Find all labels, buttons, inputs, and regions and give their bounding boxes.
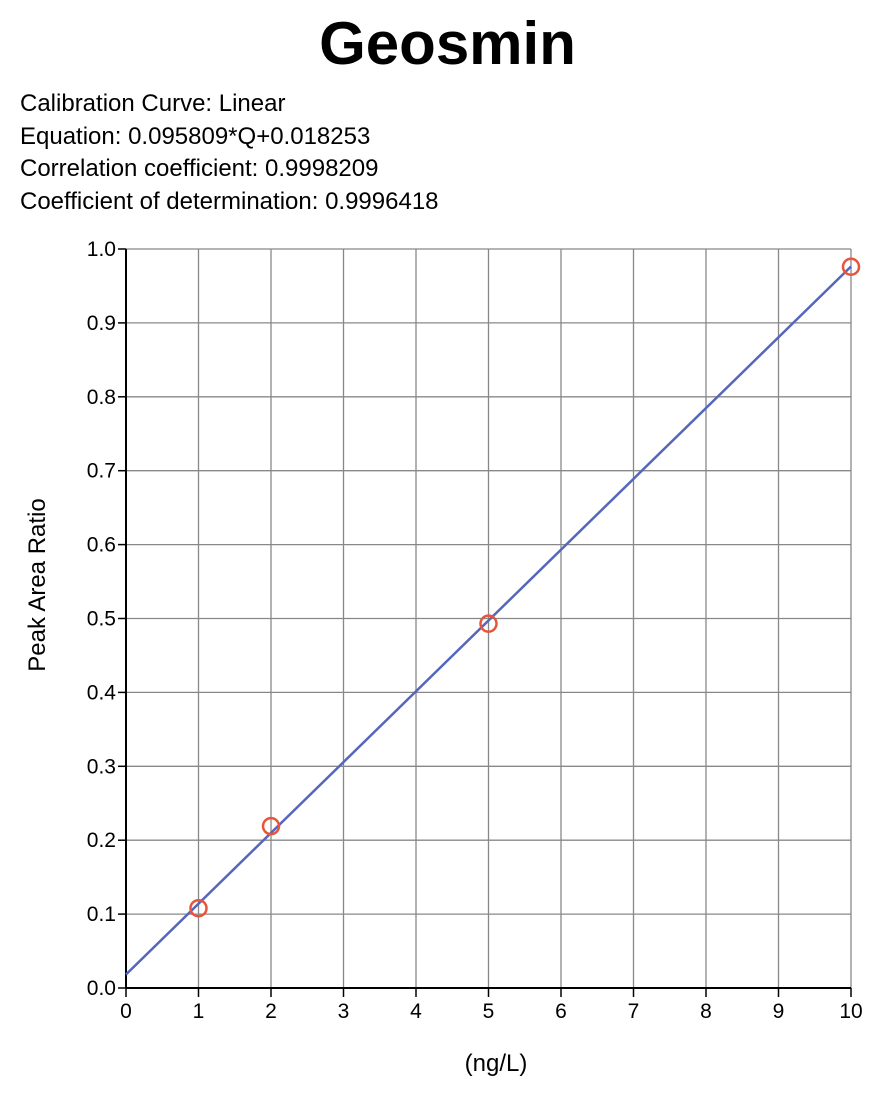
calibration-type-text: Calibration Curve: Linear <box>20 90 286 117</box>
fit-line-layer <box>125 265 852 976</box>
axis-layer <box>118 248 852 997</box>
data-point-marker <box>479 614 498 633</box>
data-point-layer <box>189 257 861 918</box>
chart-title: Geosmin <box>319 10 576 77</box>
y-tick-label: 0.7 <box>87 460 116 483</box>
y-tick-label: 0.0 <box>87 977 116 1000</box>
x-axis-label: (ng/L) <box>464 1050 528 1077</box>
y-tick-label: 0.4 <box>87 681 117 704</box>
y-axis-label: Peak Area Ratio <box>24 498 51 672</box>
correlation-coefficient-text: Correlation coefficient: 0.9998209 <box>20 155 379 182</box>
x-tick-label: 6 <box>555 1000 567 1023</box>
y-tick-label: 0.6 <box>87 534 116 557</box>
x-tick-label: 9 <box>773 1000 785 1023</box>
data-point-marker <box>261 816 281 836</box>
x-tick-label: 0 <box>120 1000 132 1023</box>
x-tick-label: 10 <box>839 1000 862 1023</box>
x-tick-label: 8 <box>700 1000 712 1023</box>
y-tick-label: 0.3 <box>87 755 116 778</box>
x-tick-label: 3 <box>338 1000 350 1023</box>
determination-coefficient-text: Coefficient of determination: 0.9996418 <box>20 187 439 215</box>
y-tick-label: 0.9 <box>87 312 116 335</box>
y-tick-label: 0.1 <box>87 903 116 926</box>
calibration-info: Calibration Curve: Linear Equation: 0.09… <box>20 88 439 218</box>
tick-label-layer: 0 1 2 3 4 5 6 7 8 9 10 0.0 0.1 0.2 0.3 0.4 0.5 0.6 0.7 0.8 0… <box>87 238 863 1023</box>
x-tick-label: 4 <box>410 1000 422 1023</box>
regression-line <box>125 265 852 976</box>
y-tick-label: 0.5 <box>87 608 116 631</box>
x-tick-label: 5 <box>483 1000 495 1023</box>
data-point-marker <box>189 898 208 918</box>
grid-layer <box>126 248 852 988</box>
y-tick-label: 0.2 <box>87 829 116 852</box>
data-point-marker <box>841 257 861 276</box>
x-tick-label: 2 <box>265 1000 277 1023</box>
y-tick-label: 1.0 <box>87 238 116 261</box>
x-tick-label: 7 <box>628 1000 640 1023</box>
x-tick-label: 1 <box>193 1000 205 1023</box>
y-tick-label: 0.8 <box>87 386 116 409</box>
equation-text: Equation: 0.095809*Q+0.018253 <box>20 122 371 150</box>
